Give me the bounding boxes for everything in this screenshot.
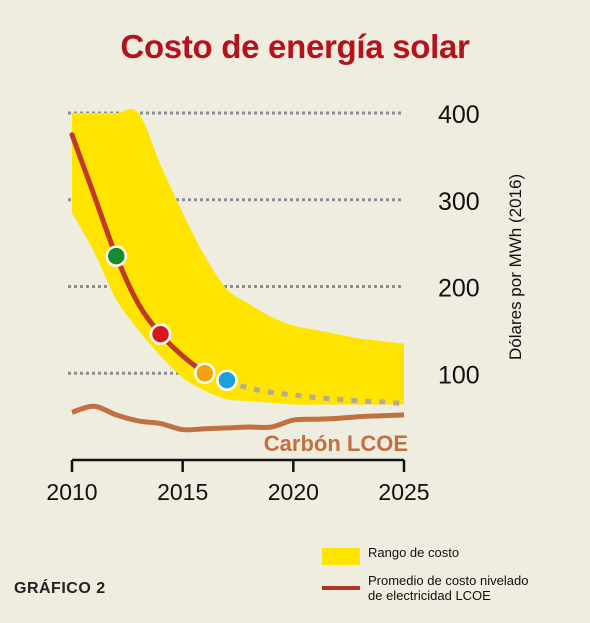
markers	[105, 245, 238, 391]
y-axis-ticks: 400 300 200 100	[438, 101, 480, 389]
band-swatch	[322, 548, 360, 565]
line-swatch	[322, 586, 360, 590]
solar-lcoe-line	[69, 132, 208, 376]
data-point-marker	[149, 323, 172, 345]
legend-line-label-2: de electricidad LCOE	[368, 588, 491, 603]
data-point-marker	[105, 245, 128, 267]
figure-label: GRÁFICO 2	[14, 580, 106, 597]
legend-item-band: Rango de costo	[322, 545, 528, 565]
y-tick-label: 400	[438, 101, 480, 129]
data-point-marker	[194, 362, 216, 384]
legend-item-line: Promedio de costo nivelado de electricid…	[322, 573, 528, 603]
x-tick-label: 2015	[157, 479, 208, 505]
x-tick-label: 2025	[378, 479, 429, 505]
y-tick-label: 300	[438, 188, 480, 216]
x-tick-label: 2010	[46, 479, 97, 505]
coal-lcoe-line	[71, 403, 405, 433]
legend-line-label: Promedio de costo nivelado de electricid…	[368, 573, 528, 603]
legend-band-label: Rango de costo	[368, 545, 460, 560]
coal-annotation: Carbón LCOE	[264, 431, 408, 456]
chart-title: Costo de energía solar	[120, 28, 470, 65]
legend-line-label-1: Promedio de costo nivelado	[368, 573, 529, 588]
y-axis-label: Dólares por MWh (2016)	[506, 174, 525, 360]
data-point-marker	[216, 369, 238, 391]
y-tick-label: 200	[438, 275, 480, 303]
x-axis: 2010 2015 2020 2025	[46, 458, 430, 505]
y-tick-label: 100	[438, 361, 480, 389]
legend: Rango de costo Promedio de costo nivelad…	[322, 545, 528, 611]
x-tick-label: 2020	[268, 479, 319, 505]
solar-lcoe-projection-line	[226, 379, 405, 407]
solar-cost-chart: 2010 2015 2020 2025 400 300 200 100 Dólares po…	[46, 101, 525, 505]
